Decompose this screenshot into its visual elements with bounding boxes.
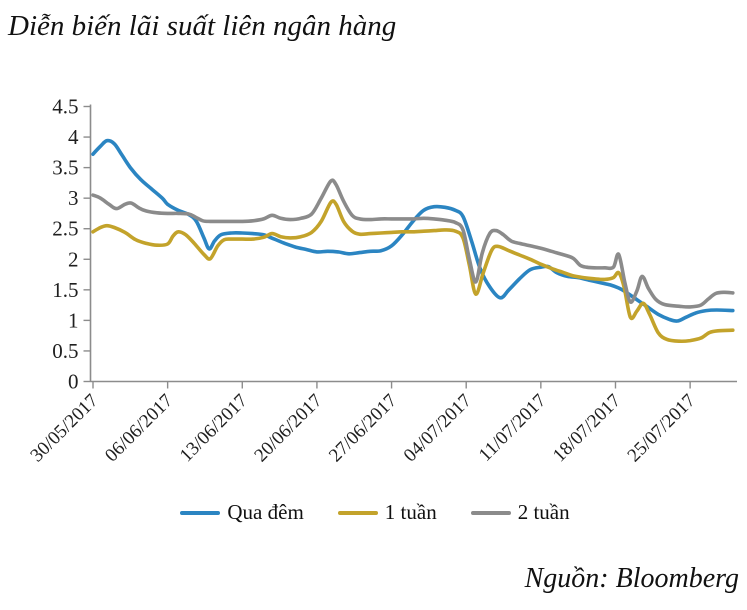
legend-label: 1 tuần — [384, 500, 437, 524]
x-tick-label: 20/06/2017 — [250, 390, 326, 466]
legend-item-2-tuan: 2 tuần — [470, 500, 570, 525]
x-tick-label: 25/07/2017 — [624, 390, 700, 466]
y-tick-label: 0 — [68, 370, 79, 394]
legend-item-1-tuan: 1 tuần — [337, 500, 437, 525]
legend-label: Qua đêm — [227, 500, 304, 524]
y-tick-label: 3.5 — [52, 156, 78, 180]
legend-item-qua-dem: Qua đêm — [180, 500, 304, 525]
x-tick-label: 11/07/2017 — [475, 390, 551, 466]
two-week-line-swatch — [470, 510, 511, 515]
y-tick-label: 1.5 — [52, 278, 78, 302]
x-tick-label: 30/05/2017 — [26, 390, 102, 466]
y-tick-label: 4.5 — [52, 95, 78, 119]
chart-title: Diễn biến lãi suất liên ngân hàng — [8, 10, 397, 42]
y-tick-label: 2.5 — [52, 217, 78, 241]
legend-label: 2 tuần — [517, 500, 570, 524]
x-tick-label: 04/07/2017 — [400, 390, 476, 466]
y-tick-label: 3 — [68, 186, 79, 210]
overnight-line-swatch — [180, 510, 221, 515]
y-tick-label: 1 — [68, 308, 79, 332]
series-line-2-tuần — [91, 178, 735, 309]
chart-legend: Qua đêm 1 tuần 2 tuần — [95, 500, 655, 525]
x-tick-label: 06/06/2017 — [101, 390, 177, 466]
y-tick-label: 4 — [68, 125, 79, 149]
one-week-line-swatch — [337, 510, 378, 515]
x-tick-label: 18/07/2017 — [549, 390, 625, 466]
y-tick-label: 0.5 — [52, 339, 78, 363]
x-tick-label: 13/06/2017 — [176, 390, 252, 466]
y-tick-label: 2 — [68, 247, 79, 271]
x-tick-label: 27/06/2017 — [325, 390, 401, 466]
source-attribution: Nguồn: Bloomberg — [524, 563, 739, 594]
